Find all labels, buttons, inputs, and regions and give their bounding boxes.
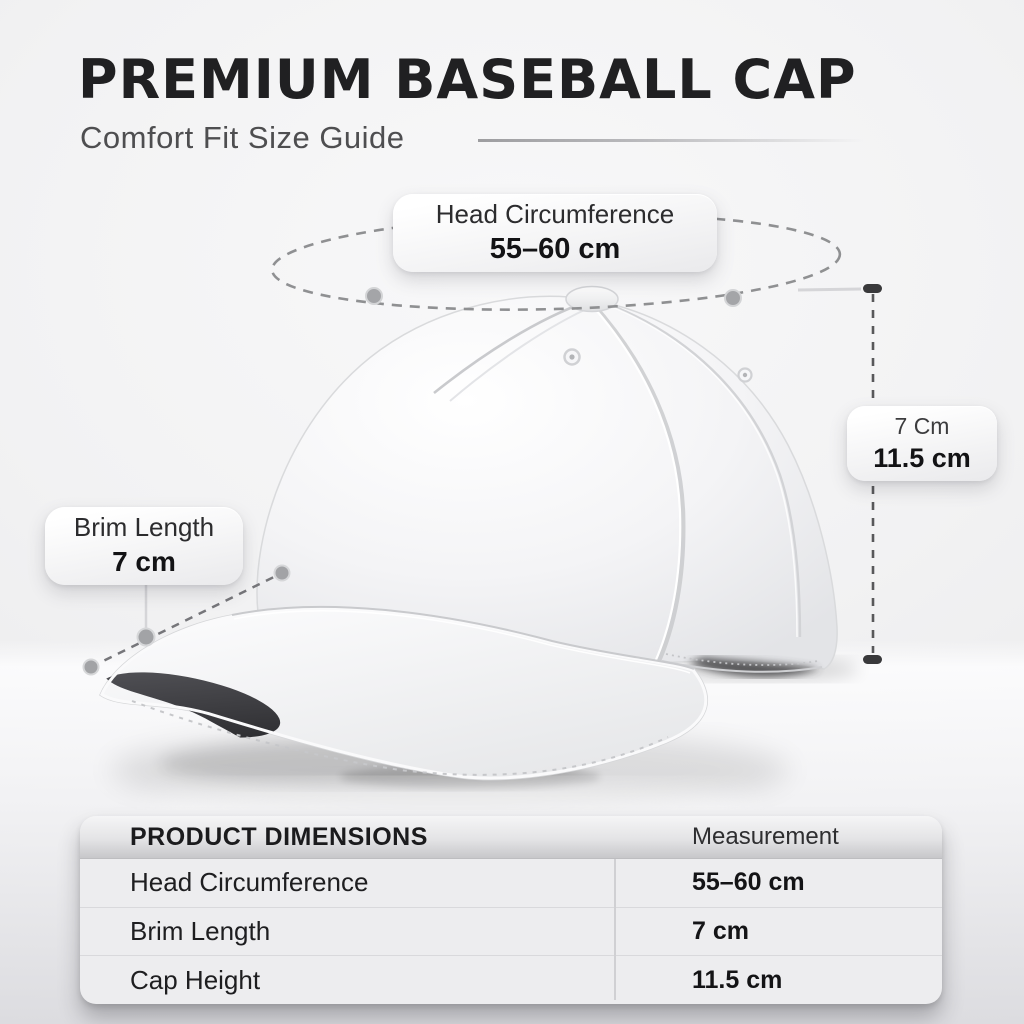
baseball-cap-illustration [99, 285, 859, 810]
table-column-divider [614, 859, 616, 1000]
table-header-dimension: PRODUCT DIMENSIONS [130, 822, 428, 851]
front-panel-seam [433, 300, 587, 395]
callout-value: 11.5 cm [873, 442, 971, 473]
cap-brim [99, 605, 709, 781]
back-panel-seam [596, 299, 802, 638]
callout-label: Brim Length [73, 512, 215, 543]
dimensions-table: PRODUCT DIMENSIONS Measurement Head Circ… [80, 816, 942, 1004]
table-header-row: PRODUCT DIMENSIONS Measurement [80, 816, 942, 859]
cap-height-callout: 7 Cm 11.5 cm [847, 406, 997, 481]
table-row: Head Circumference 55–60 cm [80, 859, 942, 907]
callout-value: 55–60 cm [489, 232, 621, 265]
dimension-cell: Brim Length [130, 916, 271, 946]
table-body: Head Circumference 55–60 cm Brim Length … [80, 859, 942, 1004]
measure-dot-left [365, 287, 383, 305]
measurement-cell: 11.5 cm [692, 965, 783, 994]
brim-length-callout: Brim Length 7 cm [45, 507, 243, 585]
measurement-cell: 7 cm [692, 917, 749, 945]
measure-dot-right [724, 289, 742, 307]
cap-top-button [565, 285, 619, 313]
head-circumference-callout: Head Circumference 55–60 cm [393, 194, 717, 272]
table-row: Cap Height 11.5 cm [80, 955, 942, 1004]
table-row: Brim Length 7 cm [80, 906, 942, 956]
cap-crown [256, 295, 838, 677]
page-subtitle: Comfort Fit Size Guide [80, 120, 405, 155]
brim-length-dimension-line [82, 564, 291, 676]
callout-label: Head Circumference [435, 198, 675, 229]
measurement-cell: 55–60 cm [692, 868, 805, 897]
ventilation-eyelets [563, 348, 753, 383]
dimension-cell: Head Circumference [130, 867, 369, 898]
table-header-measurement: Measurement [692, 823, 839, 850]
side-panel-seam [588, 301, 686, 664]
page-title: PREMIUM BASEBALL CAP [78, 48, 857, 111]
callout-label: 7 Cm [894, 413, 950, 440]
callout-value: 7 cm [112, 546, 176, 578]
subtitle-divider [478, 139, 863, 142]
dimension-cell: Cap Height [130, 964, 261, 995]
